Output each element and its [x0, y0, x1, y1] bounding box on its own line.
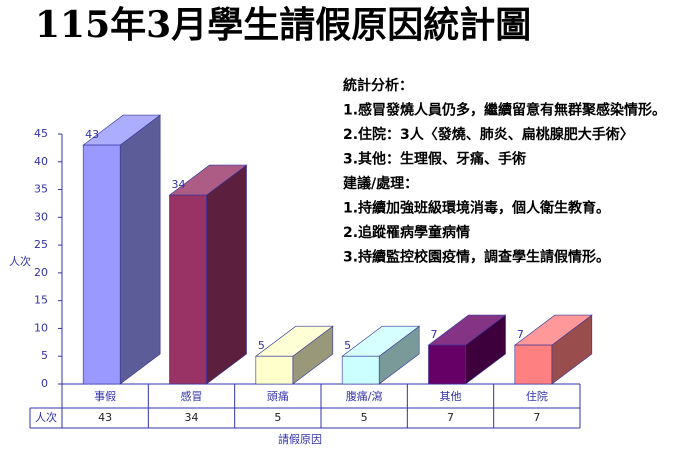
data-label: 7 — [431, 328, 438, 341]
table-value: 7 — [447, 411, 454, 424]
table-value: 34 — [185, 411, 199, 424]
bar-side — [119, 114, 161, 385]
y-tick-label: 40 — [34, 155, 48, 168]
table-value: 5 — [361, 411, 368, 424]
data-label: 5 — [344, 339, 351, 352]
y-tick-label: 0 — [41, 377, 48, 390]
bar — [428, 344, 466, 385]
x-tick-label: 頭痛 — [267, 389, 289, 403]
bar-side — [206, 164, 247, 385]
note-line: 建議/處理： — [343, 175, 418, 192]
table-value: 5 — [274, 411, 281, 424]
note-line: 3.其他：生理假、牙痛、手術 — [343, 151, 526, 168]
x-tick-label: 感冒 — [181, 390, 203, 403]
x-tick-label: 事假 — [94, 389, 116, 403]
y-tick-label: 35 — [34, 183, 48, 196]
note-line: 統計分析： — [343, 77, 413, 94]
y-tick-label: 5 — [41, 349, 48, 362]
note-line: 3.持續監控校園疫情，調查學生請假情形。 — [343, 249, 610, 266]
x-tick-label: 腹痛/瀉 — [346, 389, 383, 403]
legend-label: 人次 — [35, 410, 57, 424]
table-value: 7 — [533, 411, 540, 424]
bar — [255, 355, 294, 385]
bar — [169, 194, 207, 385]
y-tick-label: 20 — [34, 266, 48, 279]
y-tick-label: 10 — [34, 321, 48, 334]
y-tick-label: 30 — [34, 210, 48, 223]
data-label: 5 — [258, 339, 265, 352]
y-tick-label: 45 — [34, 127, 48, 140]
table-value: 43 — [98, 411, 112, 424]
y-tick-label: 25 — [34, 238, 48, 251]
y-axis-label: 人次 — [9, 254, 31, 268]
bar — [82, 144, 121, 385]
chart-title: 115年3月學生請假原因統計圖 — [35, 4, 531, 46]
note-line: 2.住院：3人〈發燒、肺炎、扁桃腺肥大手術〉 — [343, 126, 634, 143]
data-label: 34 — [172, 178, 186, 191]
note-line: 1.持續加強班級環境消毒，個人衛生教育。 — [343, 200, 610, 217]
note-line: 2.追蹤罹病學童病情 — [343, 224, 470, 241]
data-label: 7 — [517, 328, 524, 341]
y-tick-label: 15 — [34, 294, 48, 307]
bar — [514, 344, 553, 385]
data-label: 43 — [85, 128, 99, 141]
bar — [341, 355, 380, 385]
x-axis-label: 請假原因 — [278, 432, 322, 446]
note-line: 1.感冒發燒人員仍多，繼續留意有無群聚感染情形。 — [343, 102, 666, 119]
x-tick-label: 其他 — [440, 390, 462, 403]
x-tick-label: 住院 — [526, 389, 548, 403]
